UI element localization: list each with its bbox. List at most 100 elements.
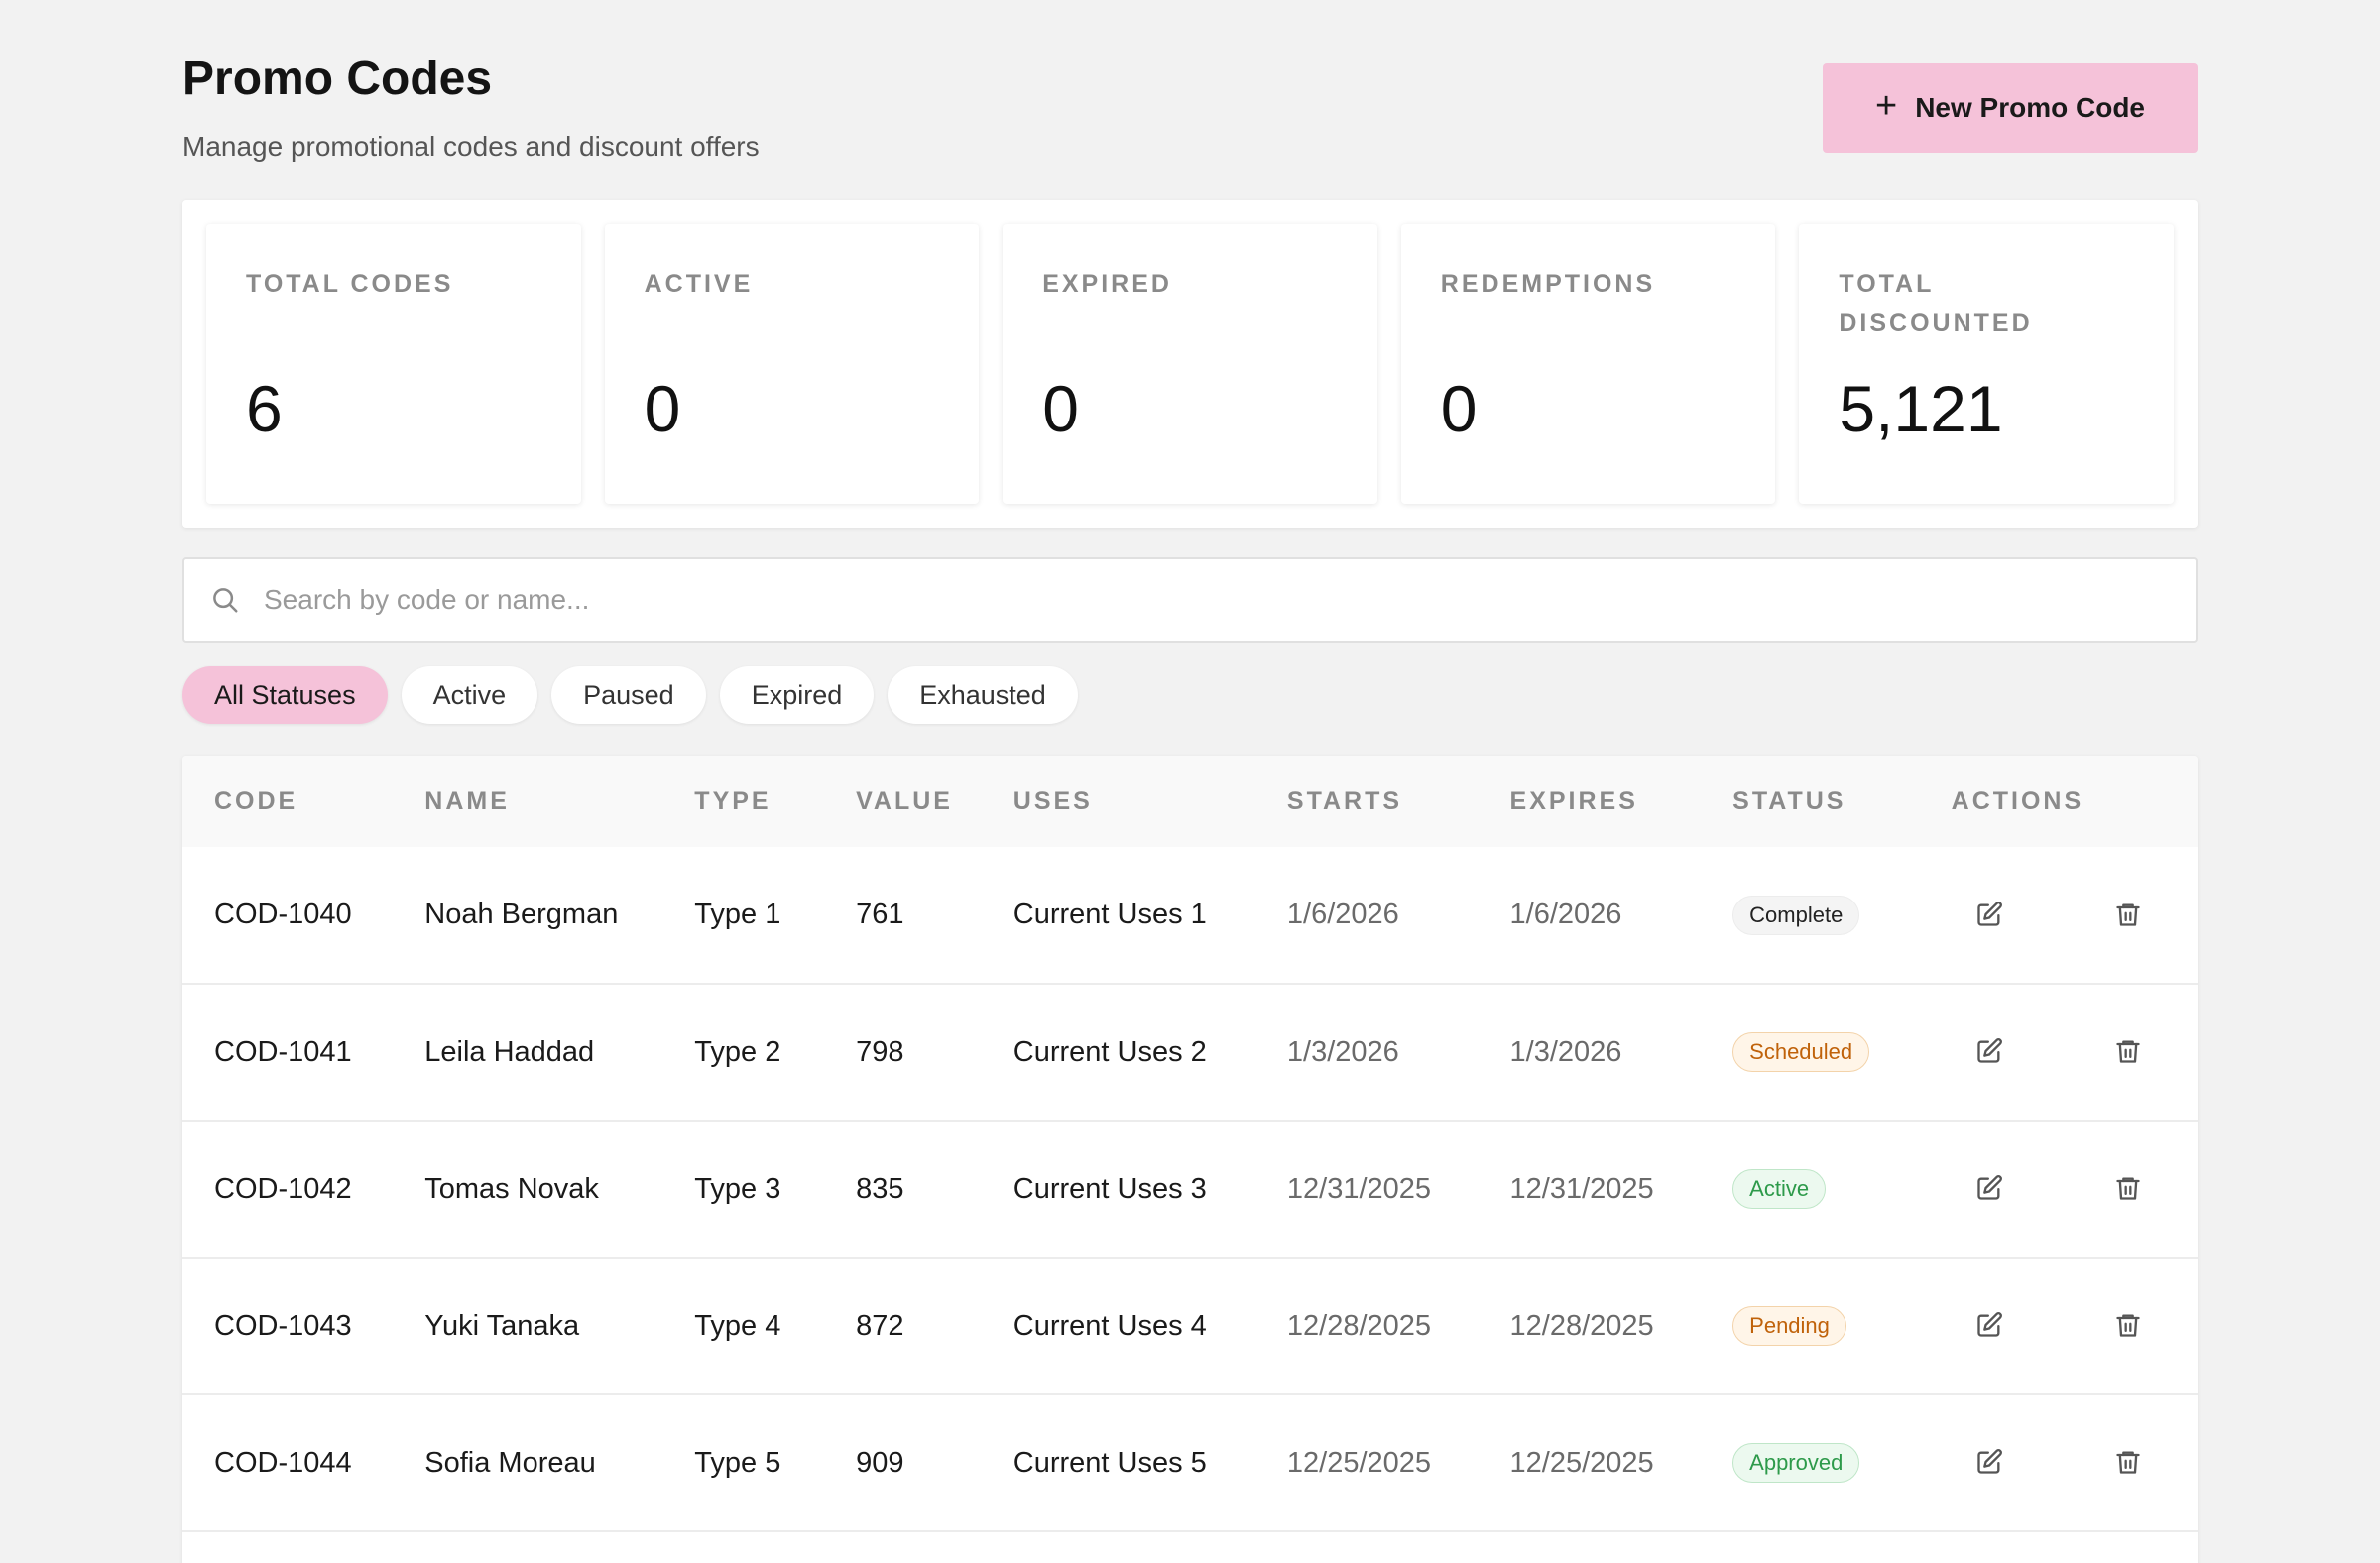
stat-card-total-codes: TOTAL CODES 6 <box>206 224 581 504</box>
table-row: COD-1044 Sofia Moreau Type 5 909 Current… <box>182 1394 2198 1531</box>
cell-status: Complete <box>1701 847 1920 984</box>
status-filter-bar: All Statuses Active Paused Expired Exhau… <box>182 666 1078 724</box>
stat-value: 5,121 <box>1839 372 2003 445</box>
filter-chip-exhausted[interactable]: Exhausted <box>888 666 1078 724</box>
trash-icon[interactable] <box>2108 1305 2148 1345</box>
stats-panel: TOTAL CODES 6 ACTIVE 0 EXPIRED 0 REDEMPT… <box>182 200 2198 528</box>
status-badge: Complete <box>1732 895 1860 935</box>
stat-card-redemptions: REDEMPTIONS 0 <box>1400 224 1776 504</box>
cell-starts: 12/25/2025 <box>1286 1446 1432 1479</box>
cell-type: Type 1 <box>694 899 781 930</box>
page-title: Promo Codes <box>182 53 493 105</box>
page-subtitle: Manage promotional codes and discount of… <box>182 131 760 162</box>
column-header-code[interactable]: CODE <box>214 786 298 815</box>
status-badge: Scheduled <box>1732 1032 1870 1072</box>
cell-value: 909 <box>856 1446 904 1479</box>
new-promo-code-button[interactable]: + New Promo Code <box>1823 63 2198 153</box>
cell-status: Approved <box>1701 1394 1920 1531</box>
stat-card-active: ACTIVE 0 <box>604 224 980 504</box>
cell-name: Yuki Tanaka <box>424 1309 580 1342</box>
search-input[interactable] <box>264 584 2049 616</box>
cell-starts: 12/31/2025 <box>1286 1172 1432 1205</box>
stat-label: ACTIVE <box>644 270 754 298</box>
stat-label: TOTAL CODES <box>246 270 454 298</box>
cell-type: Type 5 <box>694 1446 781 1479</box>
cell-expires: 12/31/2025 <box>1509 1172 1654 1205</box>
plus-icon: + <box>1874 85 1898 127</box>
column-header-status[interactable]: STATUS <box>1732 786 1846 815</box>
edit-icon[interactable] <box>1969 895 2009 934</box>
table-row: COD-1041 Leila Haddad Type 2 798 Current… <box>182 984 2198 1121</box>
stat-label: REDEMPTIONS <box>1440 270 1656 298</box>
stat-label: EXPIRED <box>1042 270 1172 298</box>
cell-type: Type 4 <box>694 1309 781 1342</box>
cell-status: Scheduled <box>1701 984 1920 1121</box>
cell-uses: Current Uses 5 <box>1012 1446 1207 1479</box>
cell-code: COD-1041 <box>214 1035 352 1068</box>
promo-codes-table: CODE NAME TYPE VALUE USES STARTS EXPIRES… <box>182 756 2198 1563</box>
column-header-name[interactable]: NAME <box>424 786 510 815</box>
column-header-starts[interactable]: STARTS <box>1286 786 1403 815</box>
new-promo-code-label: New Promo Code <box>1915 92 2145 123</box>
cell-expires: 12/25/2025 <box>1509 1446 1654 1479</box>
cell-expires: 12/28/2025 <box>1509 1309 1654 1342</box>
edit-icon[interactable] <box>1969 1305 2009 1345</box>
column-header-value[interactable]: VALUE <box>856 786 953 815</box>
stat-card-expired: EXPIRED 0 <box>1003 224 1377 504</box>
cell-name: Noah Bergman <box>424 899 619 930</box>
cell-edit <box>1920 847 2059 984</box>
cell-delete <box>2059 984 2198 1121</box>
cell-starts: 1/6/2026 <box>1286 899 1399 930</box>
column-header-type[interactable]: TYPE <box>694 786 772 815</box>
status-badge: Active <box>1732 1169 1827 1209</box>
cell-uses: Current Uses 3 <box>1012 1172 1207 1205</box>
table-row: COD-1043 Yuki Tanaka Type 4 872 Current … <box>182 1258 2198 1394</box>
cell-code: COD-1042 <box>214 1172 352 1205</box>
edit-icon[interactable] <box>1969 1442 2009 1482</box>
table-header-row: CODE NAME TYPE VALUE USES STARTS EXPIRES… <box>182 756 2198 847</box>
cell-delete <box>2059 1258 2198 1394</box>
stat-value: 0 <box>1440 372 1478 445</box>
filter-chip-paused[interactable]: Paused <box>551 666 706 724</box>
trash-icon[interactable] <box>2108 895 2148 934</box>
cell-type: Type 3 <box>694 1172 781 1205</box>
cell-name: Leila Haddad <box>424 1035 595 1068</box>
cell-expires: 1/6/2026 <box>1509 899 1622 930</box>
trash-icon[interactable] <box>2108 1442 2148 1482</box>
search-icon <box>208 583 242 617</box>
cell-type: Type 2 <box>694 1035 781 1068</box>
column-header-uses[interactable]: USES <box>1012 786 1093 815</box>
search-box <box>182 557 2198 643</box>
edit-icon[interactable] <box>1969 1031 2009 1071</box>
cell-edit <box>1920 1121 2059 1258</box>
cell-value: 761 <box>856 899 904 930</box>
stat-value: 0 <box>1042 372 1079 445</box>
filter-chip-all-statuses[interactable]: All Statuses <box>182 666 388 724</box>
filter-chip-active[interactable]: Active <box>401 666 538 724</box>
cell-delete <box>2059 1121 2198 1258</box>
cell-expires: 1/3/2026 <box>1509 1035 1622 1068</box>
cell-delete <box>2059 1394 2198 1531</box>
cell-value: 798 <box>856 1035 904 1068</box>
column-header-expires[interactable]: EXPIRES <box>1509 786 1638 815</box>
cell-status: Pending <box>1701 1258 1920 1394</box>
table-row: COD-1040 Noah Bergman Type 1 761 Current… <box>182 847 2198 984</box>
stat-label: TOTAL DISCOUNTED <box>1839 270 2033 337</box>
table-row: COD-1042 Tomas Novak Type 3 835 Current … <box>182 1121 2198 1258</box>
page-header: Promo Codes Manage promotional codes and… <box>182 52 2198 171</box>
cell-uses: Current Uses 1 <box>1012 899 1207 930</box>
cell-status: Active <box>1701 1121 1920 1258</box>
cell-edit <box>1920 984 2059 1121</box>
cell-edit <box>1920 1394 2059 1531</box>
cell-uses: Current Uses 2 <box>1012 1035 1207 1068</box>
cell-uses: Current Uses 4 <box>1012 1309 1207 1342</box>
trash-icon[interactable] <box>2108 1168 2148 1208</box>
column-header-actions: ACTIONS <box>1951 786 2084 815</box>
stat-value: 6 <box>246 372 283 445</box>
cell-code: COD-1040 <box>214 899 352 930</box>
filter-chip-expired[interactable]: Expired <box>719 666 875 724</box>
trash-icon[interactable] <box>2108 1031 2148 1071</box>
edit-icon[interactable] <box>1969 1168 2009 1208</box>
cell-delete <box>2059 847 2198 984</box>
